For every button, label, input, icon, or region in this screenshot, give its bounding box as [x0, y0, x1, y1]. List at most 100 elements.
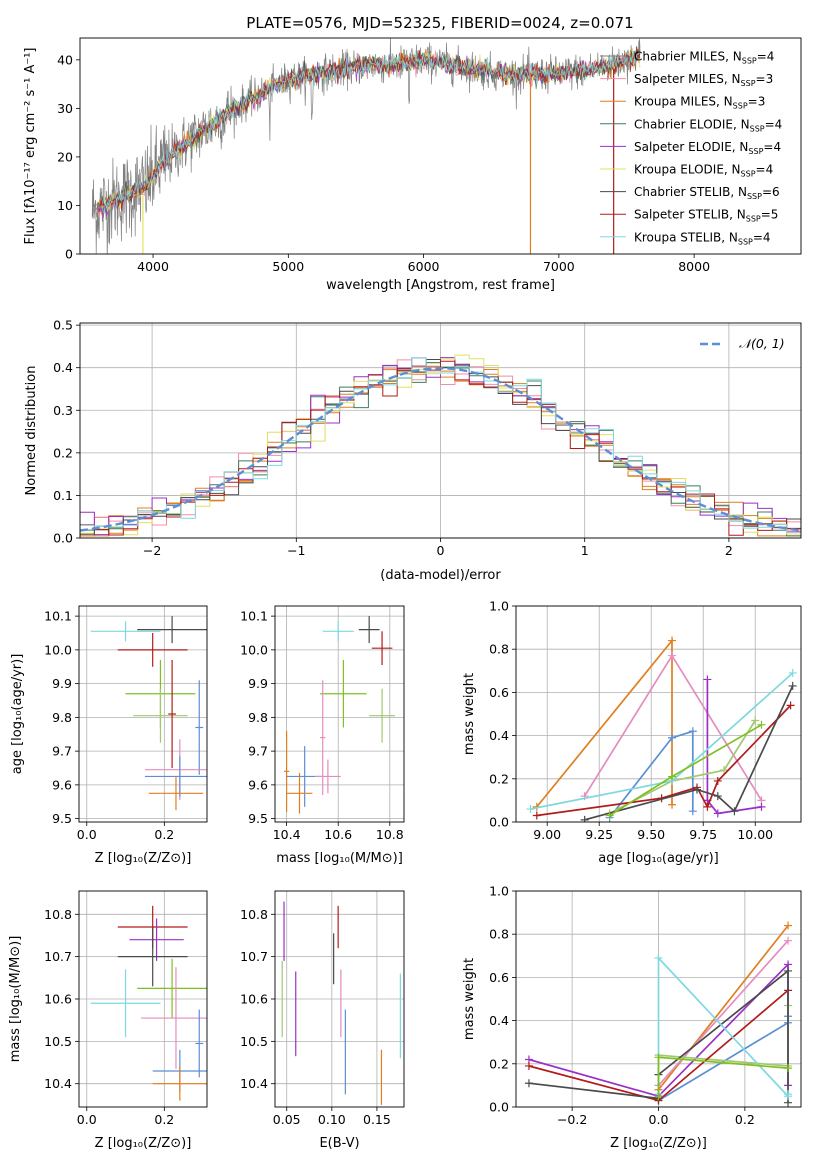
- weight-marker: [580, 815, 589, 822]
- residuals-axes: −2 −1 0 1 2 0.0 0.1 0.2 0.3 0.4 0.5: [53, 318, 801, 558]
- model-spectrum-9: [101, 50, 641, 214]
- errorbar-point: [90, 621, 161, 642]
- residuals-frame: [79, 322, 802, 539]
- weight-marker: [605, 811, 614, 820]
- weight-marker: [730, 807, 739, 816]
- residuals-ylabel: Normed distribution: [24, 366, 39, 496]
- spectrum-axes: 4000 5000 6000 7000 8000 0 10 20 30 40: [57, 52, 710, 274]
- x-tick-label: 0.2: [154, 1112, 174, 1127]
- x-tick-label: 10.8: [376, 827, 404, 842]
- y-tick-label: 0: [65, 247, 73, 262]
- histogram-9: [80, 357, 801, 537]
- weight-marker: [668, 651, 677, 660]
- weight-marker: [757, 720, 766, 729]
- weight-marker: [784, 1064, 793, 1073]
- weight-marker: [668, 800, 677, 809]
- x-tick-label: 10.00: [737, 827, 773, 842]
- x-tick-label: 10.4: [273, 827, 301, 842]
- y-tick-label: 9.5: [248, 811, 268, 826]
- errorbar-point: [371, 631, 393, 666]
- x-tick-label: 0: [437, 543, 445, 558]
- y-tick-label: 0.0: [53, 531, 73, 546]
- y-tick-label: 0.8: [489, 927, 509, 942]
- weight-marker: [668, 772, 677, 781]
- weight-marker: [713, 776, 722, 785]
- legend-label: 𝒩(0, 1): [739, 336, 785, 351]
- weight-marker: [526, 805, 535, 814]
- errorbar-point: [152, 1066, 207, 1101]
- weight-series-3: [608, 730, 694, 819]
- x-tick-label: −1: [287, 543, 305, 558]
- weight-marker: [784, 966, 793, 975]
- weight-marker: [751, 716, 760, 725]
- mass_vs_ebv-xlabel: E(B-V): [319, 1136, 359, 1151]
- y-tick-label: 0.0: [489, 1100, 509, 1115]
- x-tick-label: 7000: [543, 259, 575, 274]
- weight-marker: [668, 733, 677, 742]
- y-tick-label: 10.8: [240, 907, 268, 922]
- y-tick-label: 9.6: [52, 777, 72, 792]
- x-tick-label: 9.00: [533, 827, 561, 842]
- errorbar-point: [358, 616, 380, 644]
- residuals-xlabel: (data-model)/error: [380, 568, 501, 583]
- weight-marker: [688, 727, 697, 736]
- y-tick-label: 10.4: [240, 1076, 268, 1091]
- y-tick-label: 0.0: [489, 815, 509, 830]
- weight-series-4: [706, 679, 762, 815]
- errorbar-point: [117, 633, 188, 667]
- y-tick-label: 10.0: [240, 642, 268, 657]
- weight_vs_z-axes: −0.2 0.0 0.2 0.0 0.2 0.4 0.6 0.8 1.0: [489, 884, 801, 1127]
- weight-marker: [692, 785, 701, 794]
- weight-marker: [524, 1061, 533, 1070]
- errorbar-point: [148, 776, 204, 811]
- spectrum-lines: [91, 38, 641, 254]
- errorbar-point: [322, 621, 354, 642]
- figure-title: PLATE=0576, MJD=52325, FIBERID=0024, z=0…: [246, 14, 633, 32]
- weight-marker: [720, 766, 729, 775]
- y-tick-label: 9.8: [248, 710, 268, 725]
- legend-label: Salpeter STELIB, NSSP=5: [634, 208, 778, 224]
- histograms: [80, 354, 801, 537]
- spectrum-xlabel: wavelength [Angstrom, rest frame]: [326, 278, 555, 293]
- y-tick-label: 10.1: [44, 609, 72, 624]
- weight-series-1: [536, 638, 673, 808]
- y-tick-label: 10.0: [44, 642, 72, 657]
- weight-marker: [654, 1053, 663, 1062]
- y-tick-label: 10.8: [44, 907, 72, 922]
- y-tick-label: 10.4: [44, 1076, 72, 1091]
- weight_vs_z-frame: [515, 890, 802, 1108]
- errorbar-point: [314, 759, 341, 794]
- weight_vs_z-ylabel: mass weight: [462, 958, 477, 1040]
- y-tick-label: 1.0: [489, 884, 509, 899]
- x-tick-label: 0.15: [363, 1112, 391, 1127]
- x-tick-label: 0.2: [735, 1112, 755, 1127]
- y-tick-label: 0.6: [489, 685, 509, 700]
- weight_vs_age-xlabel: age [log₁₀(age/yr)]: [598, 851, 719, 866]
- y-tick-label: 40: [57, 52, 73, 67]
- x-tick-label: 4000: [137, 259, 169, 274]
- y-tick-label: 10.5: [44, 1034, 72, 1049]
- weight-marker: [713, 792, 722, 801]
- x-tick-label: −0.2: [557, 1112, 587, 1127]
- y-tick-label: 0.4: [489, 728, 509, 743]
- age_vs_mass-points: [284, 616, 395, 814]
- weight-marker: [654, 953, 663, 962]
- legend-label: Kroupa MILES, NSSP=3: [634, 95, 765, 111]
- y-tick-label: 9.9: [52, 676, 72, 691]
- spectrum-frame: [79, 37, 802, 255]
- y-tick-label: 0.6: [489, 970, 509, 985]
- x-tick-label: 6000: [408, 259, 440, 274]
- x-tick-label: −2: [143, 543, 161, 558]
- x-tick-label: 0.0: [649, 1112, 669, 1127]
- weight_vs_age-frame: [515, 605, 802, 823]
- legend-label: Chabrier ELODIE, NSSP=4: [634, 117, 782, 133]
- y-tick-label: 0.4: [489, 1013, 509, 1028]
- errorbar-point: [90, 969, 161, 1038]
- errorbar-point: [195, 680, 204, 775]
- weight-marker: [668, 636, 677, 645]
- errorbar-point: [133, 688, 188, 743]
- x-tick-label: 9.50: [637, 827, 665, 842]
- mass_vs_ebv-frame: [274, 890, 405, 1108]
- y-tick-label: 0.5: [53, 318, 73, 333]
- weight-marker: [786, 701, 795, 710]
